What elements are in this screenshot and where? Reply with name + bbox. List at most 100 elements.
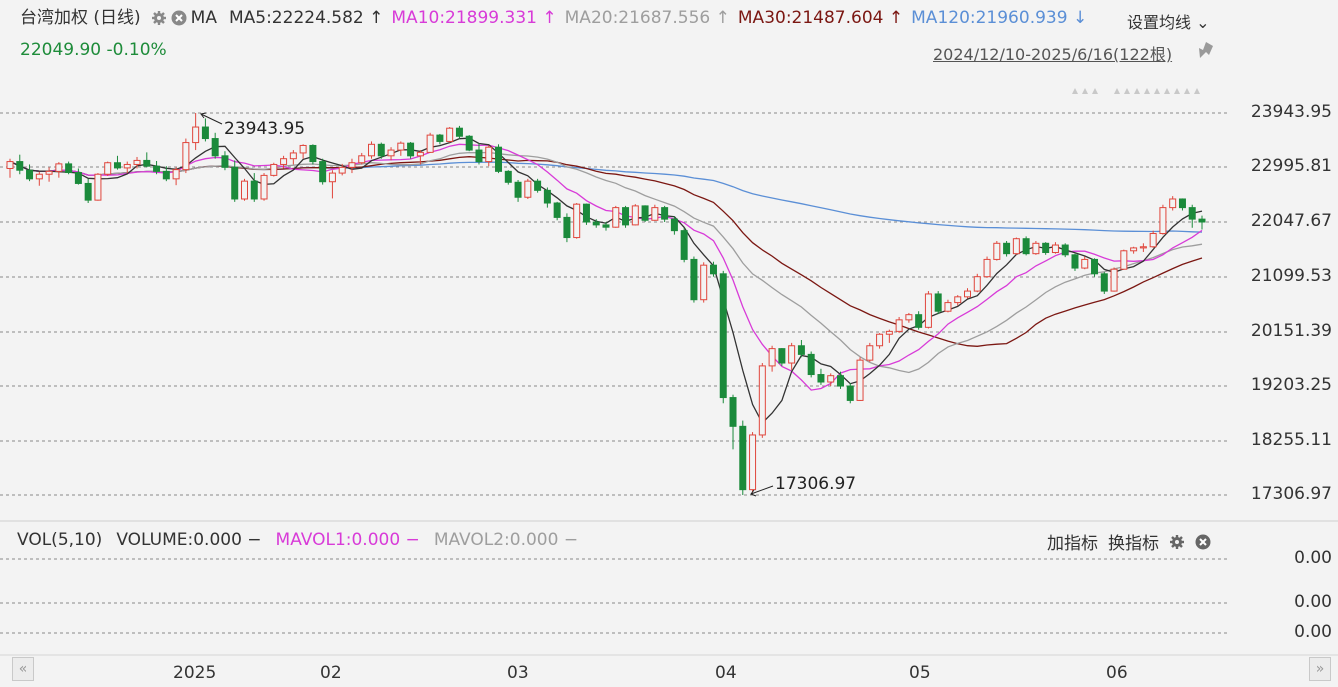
volume-y-tick: 0.00 — [1294, 548, 1332, 568]
candle-down — [739, 425, 747, 491]
ma10-value: MA10:21899.331 ↑ — [391, 8, 557, 28]
y-tick-label: 23943.95 — [1250, 102, 1332, 122]
candle-up — [758, 365, 766, 436]
candle-down — [84, 182, 92, 201]
candle-up — [240, 180, 248, 200]
candle-up — [1051, 244, 1059, 254]
switch-indicator-button[interactable]: 换指标 — [1108, 534, 1159, 554]
candle-down — [1022, 238, 1030, 255]
ma5-value: MA5:22224.582 ↑ — [228, 8, 384, 28]
scroll-left-button[interactable]: « — [12, 657, 34, 681]
candle-down — [1178, 198, 1186, 209]
candle-up — [954, 296, 962, 304]
candle-down — [113, 162, 121, 169]
add-indicator-button[interactable]: 加指标 — [1047, 534, 1098, 554]
candle-down — [465, 135, 473, 151]
candle-down — [563, 216, 571, 239]
candle-down — [1061, 244, 1069, 256]
candle-down — [26, 169, 34, 180]
candle-up — [35, 173, 43, 180]
candle-up — [299, 144, 307, 154]
candle-down — [934, 293, 942, 312]
main-legend: 台湾加权 (日线) MA MA5:22224.582 ↑ MA10:21899.… — [20, 7, 1091, 29]
candle-down — [622, 207, 630, 226]
gear-icon[interactable] — [1169, 534, 1185, 550]
ma-settings-dropdown[interactable]: 设置均线 ⌄ — [1127, 13, 1210, 32]
candle-up — [289, 152, 297, 160]
candle-up — [700, 264, 708, 301]
candle-up — [1081, 258, 1089, 269]
candle-up — [1110, 268, 1118, 292]
candle-down — [602, 224, 610, 228]
candle-up — [1139, 246, 1147, 249]
candle-down — [1198, 218, 1206, 223]
indicator-tools: 加指标 换指标 — [1047, 529, 1215, 554]
event-marker — [1124, 88, 1130, 94]
x-tick-label: 2025 — [173, 663, 217, 683]
volume-legend: VOL(5,10) VOLUME:0.000 − MAVOL1:0.000 − … — [17, 529, 578, 551]
close-icon[interactable] — [171, 10, 187, 26]
candle-down — [231, 166, 239, 200]
low-annotation-arrow — [750, 485, 774, 497]
close-icon[interactable] — [1195, 534, 1211, 550]
candle-down — [319, 161, 327, 183]
candle-down — [455, 127, 463, 137]
chart-title: 台湾加权 (日线) — [20, 8, 141, 28]
pin-icon[interactable] — [1199, 42, 1213, 58]
candle-down — [582, 203, 590, 223]
x-tick-label: 02 — [320, 663, 342, 683]
price-change: 22049.90 -0.10% — [20, 40, 167, 60]
candle-up — [446, 127, 454, 142]
y-tick-label: 19203.25 — [1250, 375, 1332, 395]
candle-down — [65, 163, 73, 174]
candle-up — [905, 314, 913, 321]
candle-up — [885, 330, 893, 335]
candle-up — [866, 345, 874, 361]
x-tick-label: 04 — [715, 663, 737, 683]
candle-up — [338, 166, 346, 174]
candlestick-series — [6, 112, 1206, 495]
candle-down — [143, 159, 151, 167]
candle-down — [153, 165, 161, 172]
candle-up — [827, 375, 835, 383]
candle-down — [250, 180, 258, 200]
candle-up — [573, 203, 581, 239]
y-tick-label: 20151.39 — [1250, 321, 1332, 341]
candle-down — [407, 142, 415, 157]
candle-up — [94, 173, 102, 201]
candle-up — [6, 161, 14, 169]
date-range-link[interactable]: 2024/12/10-2025/6/16(122根) — [933, 45, 1173, 64]
candle-down — [1071, 254, 1079, 269]
candle-down — [534, 180, 542, 191]
vol-label: VOL(5,10) — [17, 530, 103, 550]
low-annotation: 17306.97 — [775, 474, 857, 494]
x-tick-label: 06 — [1106, 663, 1128, 683]
candle-up — [387, 149, 395, 157]
event-marker — [1114, 88, 1120, 94]
candle-up — [1012, 238, 1020, 255]
candle-up — [260, 174, 268, 200]
candle-up — [416, 151, 424, 157]
candle-down — [162, 170, 170, 180]
candle-up — [133, 159, 141, 165]
candle-up — [104, 162, 112, 175]
candle-up — [280, 158, 288, 165]
ma20-line — [9, 151, 1203, 374]
volume-grid-lines — [0, 558, 1228, 634]
event-marker — [1082, 88, 1088, 94]
y-tick-label: 22995.81 — [1250, 156, 1332, 176]
scroll-right-button[interactable]: » — [1309, 657, 1331, 681]
candle-up — [924, 293, 932, 328]
candle-down — [915, 314, 923, 328]
event-marker — [1194, 88, 1200, 94]
candle-up — [348, 162, 356, 168]
candle-up — [485, 146, 493, 163]
mavol1-value: MAVOL1:0.000 − — [275, 530, 420, 550]
event-marker — [1072, 88, 1078, 94]
moving-average-lines — [9, 137, 1203, 424]
ma20-value: MA20:21687.556 ↑ — [564, 8, 730, 28]
gear-icon[interactable] — [151, 10, 167, 26]
y-tick-label: 17306.97 — [1250, 484, 1332, 504]
event-marker — [1134, 88, 1140, 94]
